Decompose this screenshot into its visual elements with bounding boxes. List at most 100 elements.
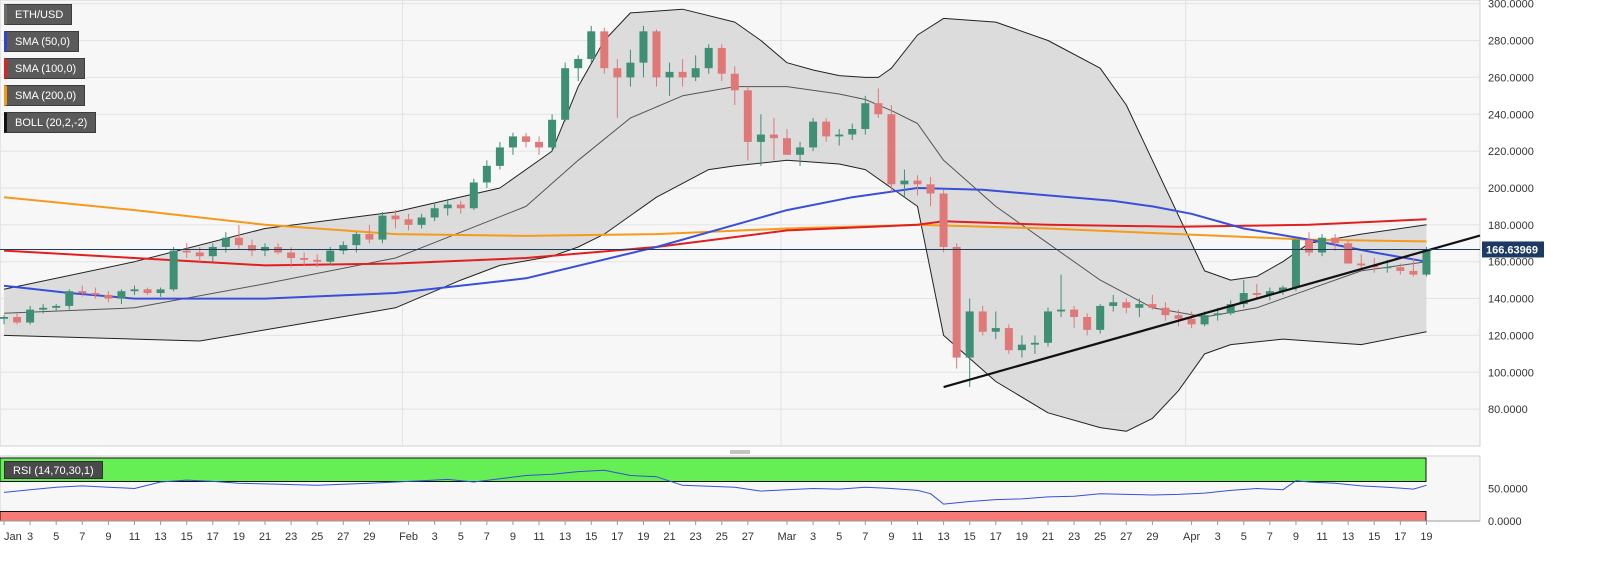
candle-body <box>352 234 361 246</box>
candle-body <box>169 250 178 290</box>
candle-body <box>247 245 256 251</box>
candle-body <box>339 245 348 251</box>
candle-body <box>1265 291 1274 295</box>
x-tick-label: 21 <box>1042 531 1054 543</box>
support-trendline <box>943 234 1481 389</box>
bollinger-band-fill <box>4 9 1427 432</box>
price-tag-background <box>1482 241 1544 258</box>
x-tick-label: 17 <box>1394 531 1406 543</box>
x-tick-label: 15 <box>1368 531 1380 543</box>
candle-body <box>456 204 465 209</box>
rsi-legend-label[interactable]: RSI (14,70,30,1) <box>4 461 103 479</box>
sma100-line <box>3 218 1427 267</box>
x-tick-label: Apr <box>1183 531 1200 543</box>
x-tick-label: 5 <box>458 531 464 543</box>
x-tick-label: 9 <box>888 531 894 543</box>
candle-body <box>848 129 857 135</box>
legend-item[interactable]: BOLL (20,2,-2) <box>4 112 97 133</box>
y-tick-label: 80.0000 <box>1488 404 1528 416</box>
x-tick-label: 19 <box>637 531 649 543</box>
candle-body <box>417 217 426 225</box>
x-tick-label: 11 <box>1316 531 1327 543</box>
candle-body <box>221 237 230 247</box>
candle-body <box>913 180 922 185</box>
candle-body <box>182 250 191 253</box>
candle-body <box>117 291 126 299</box>
candle-body <box>1239 293 1248 305</box>
x-tick-label: 11 <box>533 531 544 543</box>
legend-item[interactable]: SMA (50,0) <box>4 31 80 52</box>
candle-body <box>313 259 322 262</box>
x-tick-label: 13 <box>937 531 949 543</box>
candle-body <box>704 47 713 69</box>
candle-body <box>1278 287 1287 292</box>
candle-body <box>1109 302 1118 306</box>
y-tick-label: 180.0000 <box>1488 220 1534 232</box>
candle-body <box>261 246 269 251</box>
sma200-line <box>3 196 1427 243</box>
candle-body <box>587 31 596 59</box>
y-tick-label: 200.0000 <box>1488 183 1534 195</box>
candle-body <box>1344 243 1353 264</box>
candle-body <box>508 136 517 148</box>
x-tick-label: 17 <box>207 531 219 543</box>
candle-body <box>965 311 974 358</box>
candle-body <box>1148 304 1157 308</box>
rsi-overbought-zone <box>0 457 1427 482</box>
candle-body <box>861 103 870 130</box>
candle-body <box>809 121 818 148</box>
candle-body <box>391 215 400 220</box>
x-tick-label: 9 <box>105 531 111 543</box>
candle-body <box>234 237 243 246</box>
legend-item[interactable]: ETH/USD <box>4 4 73 25</box>
candle-body <box>1044 311 1052 343</box>
candle-body <box>991 328 1000 332</box>
x-tick-label: 21 <box>259 531 271 543</box>
candle-body <box>743 90 752 142</box>
legend-item[interactable]: SMA (200,0) <box>4 85 86 106</box>
candle-body <box>717 47 726 74</box>
candle-body <box>769 134 778 139</box>
x-tick-label: 17 <box>611 531 623 543</box>
rsi-y-tick-label: 50.0000 <box>1488 484 1528 496</box>
x-tick-label: 29 <box>363 531 375 543</box>
candle-body <box>300 258 309 260</box>
bollinger-upper-line <box>3 8 1427 290</box>
legend-item[interactable]: SMA (100,0) <box>4 58 86 79</box>
candle-body <box>1135 304 1144 308</box>
candle-body <box>783 138 791 155</box>
candle-body <box>1187 318 1196 325</box>
x-tick-label: Mar <box>778 531 797 543</box>
candle-body <box>78 291 87 294</box>
candle-body <box>1409 270 1418 275</box>
x-tick-label: 9 <box>1293 531 1299 543</box>
candle-body <box>639 31 648 63</box>
x-tick-label: 9 <box>510 531 516 543</box>
x-tick-label: 7 <box>484 531 490 543</box>
candle-body <box>561 68 570 120</box>
x-tick-label: 5 <box>1241 531 1247 543</box>
candle-body <box>678 71 687 78</box>
x-tick-label: 15 <box>181 531 193 543</box>
y-tick-label: 280.0000 <box>1488 36 1534 48</box>
candle-body <box>978 311 987 332</box>
x-tick-label: 21 <box>663 531 675 543</box>
y-tick-label: 260.0000 <box>1488 72 1534 84</box>
x-tick-label: 19 <box>1016 531 1028 543</box>
candle-body <box>1318 237 1327 253</box>
candle-body <box>1083 316 1092 330</box>
x-tick-label: Feb <box>399 531 418 543</box>
candle-body <box>52 305 61 308</box>
candle-body <box>1422 249 1431 275</box>
y-tick-label: 120.0000 <box>1488 330 1534 342</box>
x-tick-label: 17 <box>990 531 1002 543</box>
candle-body <box>156 289 165 294</box>
x-tick-label: 25 <box>716 531 728 543</box>
x-tick-label: 13 <box>154 531 166 543</box>
candle-body <box>626 62 635 78</box>
candle-body <box>874 103 883 115</box>
candle-body <box>522 136 530 142</box>
x-tick-label: Jan <box>4 531 22 543</box>
candle-body <box>756 134 765 142</box>
